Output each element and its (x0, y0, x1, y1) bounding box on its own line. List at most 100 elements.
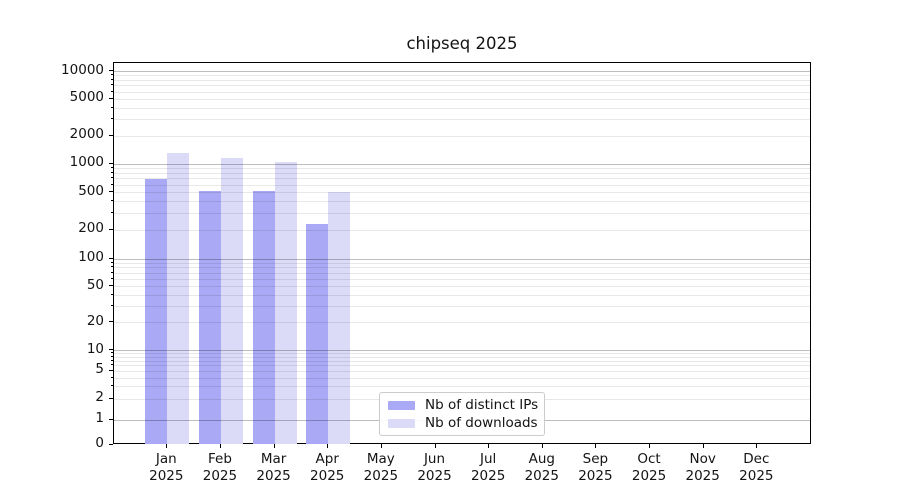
bars-layer (114, 63, 810, 445)
plot-area (113, 62, 811, 445)
x-tick-label: Feb 2025 (190, 451, 250, 484)
minor-gridline (114, 386, 810, 388)
x-tick-month: Oct (637, 451, 661, 467)
y-minor-tick-mark (110, 359, 113, 361)
y-minor-tick-mark (110, 277, 113, 279)
x-tick-label: Mar 2025 (244, 451, 304, 484)
x-tick-year: 2025 (524, 467, 559, 484)
y-tick-mark (108, 418, 113, 420)
y-tick-label: 200 (78, 220, 104, 237)
x-tick-label: Oct 2025 (619, 451, 679, 484)
x-tick-year: 2025 (739, 467, 774, 484)
minor-gridline (114, 98, 810, 100)
y-tick-mark (108, 349, 113, 350)
minor-gridline (114, 91, 810, 93)
y-tick-label: 20 (86, 312, 104, 329)
x-tick-mark (595, 443, 597, 448)
minor-gridline (114, 75, 810, 77)
minor-gridline (114, 172, 810, 174)
x-tick-month: Apr (315, 451, 339, 467)
legend: Nb of distinct IPs Nb of downloads (379, 392, 545, 436)
x-tick-label: Sep 2025 (565, 451, 625, 484)
x-tick-month: Aug (528, 451, 555, 467)
minor-gridline (114, 229, 810, 231)
y-tick-label: 2 (95, 389, 104, 406)
x-tick-year: 2025 (578, 467, 613, 484)
y-tick-mark (108, 228, 113, 230)
minor-gridline (114, 79, 810, 81)
y-minor-tick-mark (110, 166, 113, 168)
legend-swatch-downloads (388, 418, 415, 428)
x-tick-month: Nov (689, 451, 716, 467)
x-tick-mark (702, 443, 704, 448)
y-tick-label: 100 (78, 249, 104, 265)
minor-gridline (114, 286, 810, 288)
x-tick-year: 2025 (417, 467, 452, 484)
y-tick-label: 50 (86, 276, 104, 293)
y-tick-label: 5 (95, 361, 104, 378)
y-tick-mark (108, 285, 113, 287)
y-minor-tick-mark (110, 293, 113, 295)
x-tick-month: Sep (582, 451, 609, 467)
minor-gridline (114, 272, 810, 274)
y-tick-label: 5000 (69, 89, 104, 106)
y-minor-tick-mark (110, 183, 113, 185)
bar-distinct-ips (198, 191, 221, 445)
minor-gridline (114, 322, 810, 324)
x-tick-year: 2025 (149, 467, 184, 484)
minor-gridline (114, 262, 810, 264)
y-tick-mark (108, 257, 113, 259)
x-tick-month: Dec (743, 451, 770, 467)
x-tick-mark (649, 443, 651, 448)
y-minor-tick-mark (110, 177, 113, 179)
y-minor-tick-mark (110, 261, 113, 263)
y-minor-tick-mark (110, 355, 113, 357)
y-tick-mark (108, 70, 113, 71)
y-minor-tick-mark (110, 364, 113, 366)
x-tick-year: 2025 (310, 467, 345, 484)
y-tick-mark (108, 443, 113, 445)
y-tick-mark (108, 162, 113, 164)
legend-label: Nb of downloads (425, 415, 538, 431)
y-minor-tick-mark (110, 78, 113, 80)
y-tick-label: 10 (86, 340, 104, 357)
y-tick-label: 10000 (61, 61, 104, 78)
x-tick-year: 2025 (202, 467, 238, 484)
y-minor-tick-mark (110, 385, 113, 387)
minor-gridline (114, 135, 810, 137)
y-minor-tick-mark (110, 200, 113, 202)
legend-row: Nb of downloads (388, 415, 538, 431)
legend-swatch-distinct-ips (388, 400, 415, 410)
y-minor-tick-mark (110, 118, 113, 120)
minor-gridline (114, 370, 810, 372)
y-tick-label: 500 (78, 182, 104, 199)
y-minor-tick-mark (110, 352, 113, 354)
minor-gridline (114, 377, 810, 379)
x-tick-mark (273, 443, 275, 448)
minor-gridline (114, 278, 810, 280)
y-minor-tick-mark (110, 305, 113, 307)
y-minor-tick-mark (110, 84, 113, 86)
x-tick-label: Dec 2025 (726, 451, 786, 484)
x-tick-mark (488, 443, 490, 448)
y-minor-tick-mark (110, 171, 113, 173)
x-tick-year: 2025 (363, 467, 399, 484)
x-tick-year: 2025 (631, 467, 667, 484)
minor-gridline (114, 306, 810, 308)
minor-gridline (114, 267, 810, 269)
x-tick-mark (327, 443, 329, 448)
y-tick-mark (108, 191, 113, 193)
chart-title: chipseq 2025 (406, 34, 518, 53)
x-tick-month: Jul (479, 451, 497, 467)
bar-downloads (167, 152, 190, 445)
x-tick-month: May (366, 451, 395, 467)
x-tick-year: 2025 (470, 467, 506, 484)
x-tick-month: Jan (155, 451, 177, 467)
y-tick-mark (108, 134, 113, 136)
y-tick-mark (108, 397, 113, 399)
minor-gridline (114, 201, 810, 203)
minor-gridline (114, 294, 810, 296)
y-tick-mark (108, 97, 113, 99)
y-minor-tick-mark (110, 90, 113, 92)
